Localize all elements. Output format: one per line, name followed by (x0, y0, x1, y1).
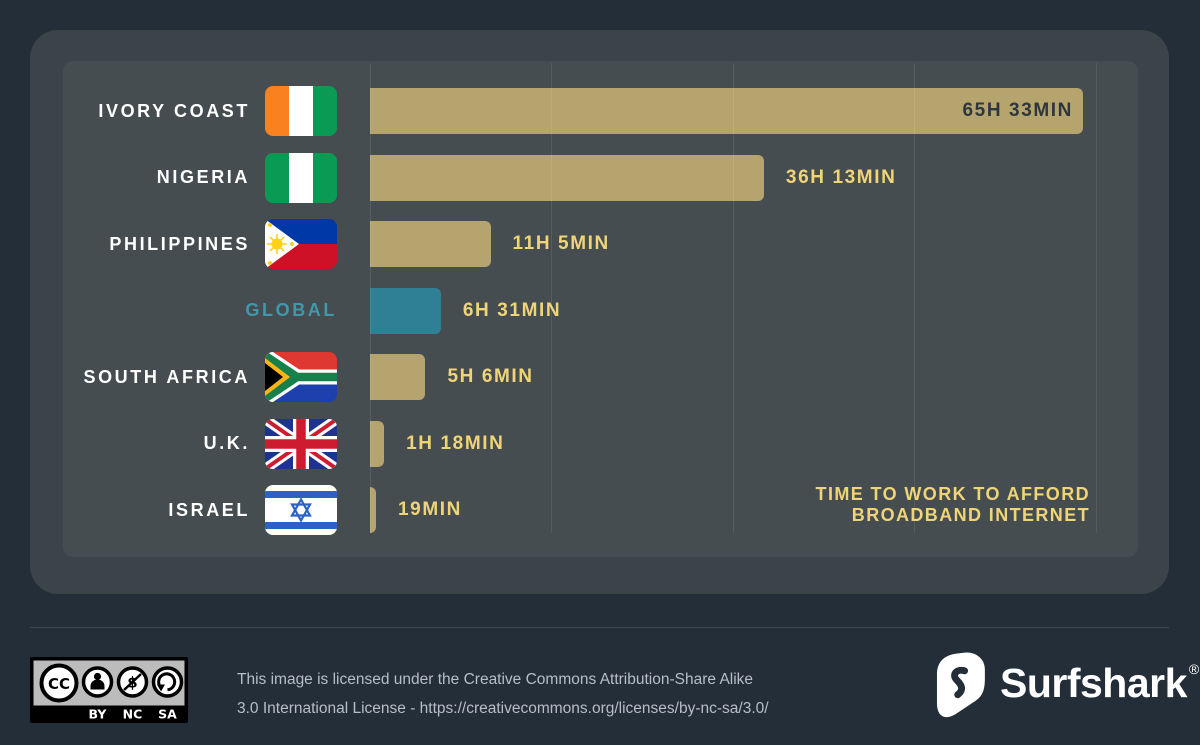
chart-row-nigeria: NIGERIA 36H 13MIN (63, 152, 1138, 203)
bar-cell: 1H 18MIN (370, 420, 1138, 467)
cc-sa-label: SA (158, 707, 177, 722)
bar-global (370, 287, 441, 334)
value-label: 19MIN (398, 499, 462, 520)
chart-title: TIME TO WORK TO AFFORD BROADBAND INTERNE… (816, 484, 1090, 526)
bar-cell: 6H 31MIN (370, 287, 1138, 334)
gridline (733, 63, 734, 533)
license-line2: 3.0 International License - https://crea… (237, 699, 769, 717)
value-label: 36H 13MIN (785, 166, 897, 188)
philippines-flag-icon (265, 219, 337, 269)
surfshark-brand: Surfshark ® (932, 651, 1199, 721)
creative-commons-badge-icon: CC $ BY NC SA (30, 657, 188, 723)
bar-philippines (370, 221, 491, 267)
chart-title-line2: BROADBAND INTERNET (851, 505, 1090, 525)
surfshark-wordmark: Surfshark (1000, 660, 1187, 706)
country-label: NIGERIA (156, 167, 250, 187)
gridline (1096, 63, 1097, 533)
gridline (914, 63, 915, 533)
cc-by-label: BY (89, 707, 108, 722)
bar-cell: 5H 6MIN (370, 354, 1138, 400)
chart-row-global: GLOBAL 6H 31MIN (63, 286, 1138, 336)
bar-cell: 11H 5MIN (370, 221, 1138, 267)
chart-row-uk: U.K. 1H 18MIN (63, 418, 1138, 469)
bar-israel (370, 487, 376, 533)
registered-trademark-symbol: ® (1188, 661, 1200, 677)
chart-row-philippines: PHILIPPINES 11H 5MIN (63, 219, 1138, 269)
country-label: SOUTH AFRICA (83, 366, 250, 387)
value-label: 65H 33MIN (962, 100, 1073, 121)
chart-panel (63, 61, 1138, 557)
bar-south-africa (370, 354, 426, 400)
israel-flag-icon (265, 485, 337, 535)
ivory-coast-flag-icon (265, 86, 337, 136)
chart-row-south-africa: SOUTH AFRICA 5H 6MIN (63, 352, 1138, 402)
value-label: 5H 6MIN (447, 366, 534, 387)
country-label: ISRAEL (168, 499, 250, 520)
south-africa-flag-icon (265, 352, 337, 402)
cc-circle-text: CC (48, 675, 70, 693)
footer-divider (30, 627, 1169, 628)
value-label: 6H 31MIN (462, 299, 562, 321)
bar-nigeria (370, 154, 764, 201)
chart-title-line1: TIME TO WORK TO AFFORD (815, 484, 1090, 504)
bar-cell: 19MIN (370, 487, 1138, 533)
uk-flag-icon (265, 418, 337, 469)
bar-cell: 65H 33MIN (370, 88, 1138, 134)
license-text: This image is licensed under the Creativ… (237, 666, 769, 723)
bar-ivory-coast (370, 88, 1083, 134)
license-line1: This image is licensed under the Creativ… (237, 671, 754, 688)
country-label-global: GLOBAL (245, 300, 337, 320)
value-label: 1H 18MIN (406, 432, 505, 454)
chart-row-ivory-coast: IVORY COAST 65H 33MIN (63, 86, 1138, 136)
gridline (370, 63, 371, 533)
surfshark-logo-icon (936, 652, 985, 718)
cc-nc-label: NC (123, 707, 143, 722)
bar-cell: 36H 13MIN (370, 154, 1138, 201)
country-label: PHILIPPINES (109, 233, 250, 254)
chart-row-israel: ISRAEL 19MIN (63, 485, 1138, 535)
bar-uk (370, 420, 385, 467)
value-label: 11H 5MIN (512, 233, 610, 254)
country-label: IVORY COAST (98, 100, 250, 121)
nigeria-flag-icon (265, 152, 337, 203)
gridline (551, 63, 552, 533)
country-label: U.K. (203, 433, 250, 453)
